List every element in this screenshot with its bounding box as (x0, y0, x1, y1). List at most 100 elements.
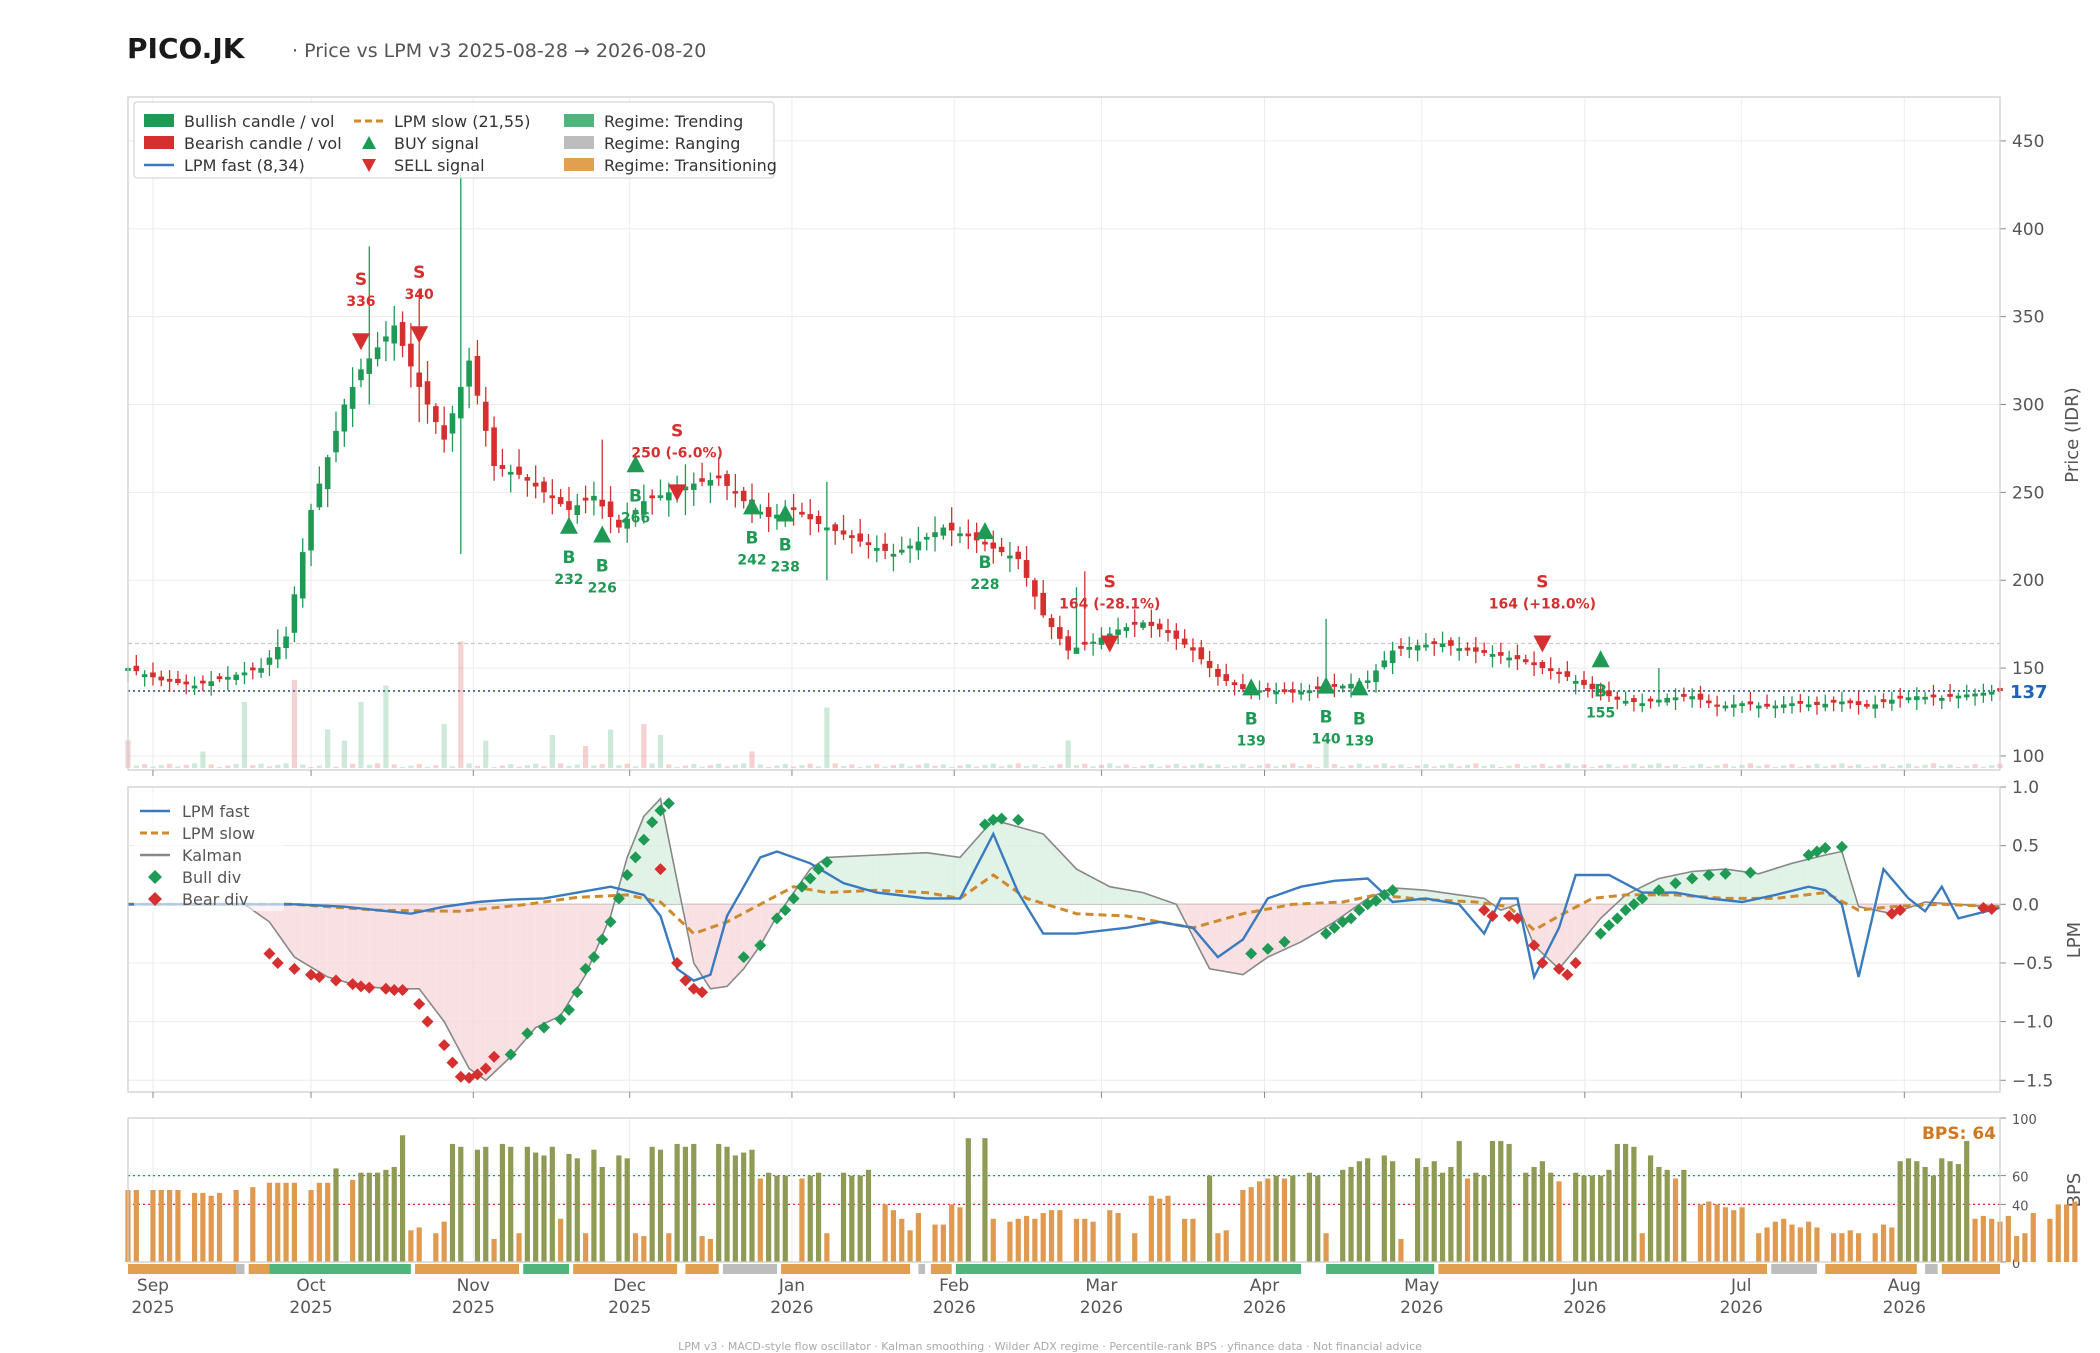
bps-bar (1115, 1213, 1121, 1262)
volume-bar (200, 751, 206, 768)
bps-bar (782, 1175, 788, 1262)
volume-bar (308, 767, 314, 768)
last-price-label: 137 (2010, 682, 2048, 703)
bps-bar (399, 1135, 406, 1262)
volume-bar (774, 765, 780, 768)
candle-body (774, 514, 780, 519)
kalman-negative-fill (410, 904, 420, 989)
bps-ytick-label: 0 (2012, 1257, 2020, 1272)
bull-div-marker (1627, 898, 1640, 911)
volume-bar (1639, 766, 1645, 768)
bps-bar (599, 1166, 605, 1262)
bps-bar (1248, 1187, 1254, 1262)
candle-body (1714, 704, 1720, 707)
x-tick-year: 2026 (933, 1298, 976, 1318)
regime-strip-segment (1771, 1264, 1817, 1274)
bps-bar (383, 1169, 389, 1262)
volume-bar (375, 763, 381, 768)
bps-bar (1415, 1158, 1421, 1262)
volume-bar (782, 764, 788, 768)
bps-bar (1265, 1178, 1271, 1262)
kalman-negative-fill (319, 904, 328, 978)
volume-bar (1148, 764, 1154, 768)
volume-bar (383, 685, 389, 768)
volume-bar (1714, 765, 1720, 768)
bps-bar (524, 1146, 530, 1262)
kalman-positive-fill (1051, 842, 1060, 905)
volume-bar (1747, 763, 1753, 768)
candle-body (1847, 700, 1854, 704)
sell-signal-letter: S (355, 270, 367, 290)
kalman-negative-fill (552, 904, 561, 1020)
candle-body (1880, 699, 1887, 703)
candle-body (1123, 627, 1130, 632)
bull-div-marker (579, 962, 592, 975)
bps-bar (741, 1152, 747, 1262)
bps-bar (150, 1190, 156, 1262)
bps-bar (824, 1233, 830, 1262)
candle-body (1747, 701, 1754, 705)
price-ytick-label: 300 (2012, 396, 2044, 416)
volume-bar (924, 763, 930, 768)
volume-bar (408, 765, 414, 768)
candle-body (1240, 684, 1246, 690)
candle-body (1722, 705, 1729, 709)
volume-bar (1240, 764, 1246, 768)
bps-bar (208, 1195, 214, 1262)
x-tick-year: 2025 (608, 1298, 651, 1318)
bull-div-marker (1819, 842, 1832, 854)
bps-bar (1614, 1143, 1620, 1262)
candle-body (507, 471, 514, 475)
volume-bar (1132, 767, 1138, 768)
kalman-negative-fill (1326, 904, 1335, 927)
price-legend-label: LPM fast (8,34) (184, 156, 305, 175)
bull-div-marker (978, 818, 991, 831)
candle-body (1073, 647, 1080, 654)
kalman-negative-fill (1226, 904, 1235, 974)
candle-body (1780, 704, 1787, 708)
candle-body (1930, 694, 1937, 698)
bps-bar (1090, 1221, 1096, 1262)
candle-body (566, 501, 572, 510)
kalman-negative-fill (1209, 904, 1218, 971)
bear-div-marker (446, 1056, 459, 1069)
bps-bar (890, 1210, 897, 1262)
candle-body (1423, 644, 1429, 648)
bps-bar (1939, 1158, 1945, 1262)
kalman-negative-fill (427, 904, 436, 1011)
volume-bar (1647, 764, 1654, 768)
volume-bar (1331, 764, 1337, 768)
bear-div-marker (1985, 903, 1998, 915)
volume-bar (1797, 766, 1803, 768)
volume-bar (1864, 767, 1870, 768)
volume-bar (616, 765, 622, 768)
regime-strip-segment (685, 1264, 719, 1274)
candle-body (1473, 647, 1479, 652)
candle-body (1206, 660, 1213, 669)
kalman-positive-fill (935, 853, 944, 905)
candle-body (1007, 555, 1013, 559)
candle-body (1988, 691, 1995, 695)
candle-body (1647, 698, 1654, 702)
bps-ylabel: BPS (2064, 1173, 2085, 1208)
candle-body (258, 668, 264, 673)
price-ytick-label: 450 (2012, 132, 2044, 152)
candle-body (441, 425, 447, 440)
candle-body (1955, 695, 1962, 699)
buy-signal-value: 232 (554, 572, 583, 588)
kalman-positive-fill (1076, 869, 1085, 905)
candle-body (1057, 627, 1063, 639)
bull-div-marker (654, 804, 667, 817)
bps-bar (1040, 1213, 1046, 1262)
bps-bar (275, 1182, 281, 1262)
candle-body (1830, 699, 1837, 703)
volume-bar (874, 764, 880, 768)
candle-body (1231, 682, 1238, 686)
volume-bar (766, 767, 772, 768)
bear-div-marker (1528, 939, 1541, 952)
buy-signal-marker (1317, 676, 1336, 694)
buy-signal-letter: B (746, 528, 759, 548)
volume-bar (915, 764, 921, 768)
